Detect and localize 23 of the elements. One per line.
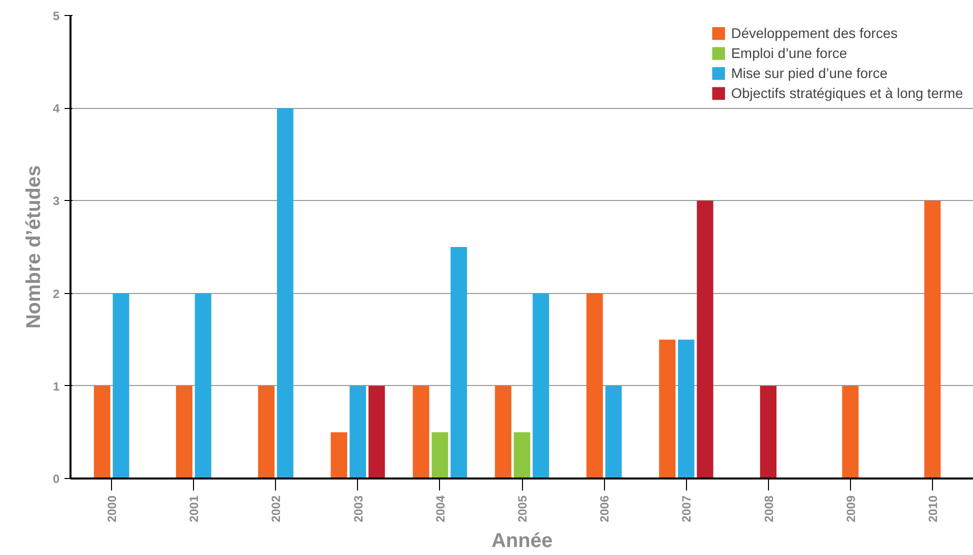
- y-tick-label: 1: [52, 379, 60, 394]
- x-tick-label: 2000: [105, 495, 120, 522]
- x-axis-title: Année: [491, 530, 553, 552]
- x-tick-label: 2001: [187, 495, 202, 522]
- legend-label: Emploi d’une force: [731, 45, 848, 61]
- x-tick-label: 2005: [516, 495, 530, 522]
- x-tick-label: 2004: [433, 495, 448, 522]
- legend-label: Mise sur pied d’une force: [731, 65, 888, 81]
- y-tick-label: 2: [52, 286, 60, 301]
- legend-label: Développement des forces: [731, 25, 898, 41]
- x-tick-label: 2006: [598, 495, 612, 522]
- legend-label: Objectifs stratégiques et à long terme: [731, 85, 963, 101]
- x-tick-label: 2009: [844, 495, 858, 522]
- y-axis-title: Nombre d’études: [22, 165, 45, 329]
- x-tick-label: 2003: [351, 495, 366, 522]
- x-tick-label: 2002: [269, 495, 284, 522]
- y-tick-label: 4: [52, 102, 60, 116]
- x-tick-label: 2008: [762, 495, 776, 522]
- y-tick-label: 5: [52, 9, 60, 23]
- y-tick-label: 0: [52, 472, 60, 486]
- x-tick-label: 2007: [680, 495, 694, 522]
- y-tick-label: 3: [52, 194, 60, 208]
- x-tick-label: 2010: [926, 495, 940, 522]
